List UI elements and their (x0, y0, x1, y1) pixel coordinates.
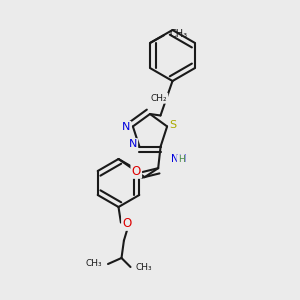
Text: CH₂: CH₂ (151, 94, 167, 103)
Text: N: N (129, 139, 137, 149)
Text: O: O (132, 165, 141, 178)
Text: CH₃: CH₃ (169, 29, 188, 39)
Text: S: S (169, 120, 177, 130)
Text: O: O (122, 217, 131, 230)
Text: CH₃: CH₃ (136, 262, 152, 272)
Text: NH: NH (171, 154, 186, 164)
Text: H: H (178, 155, 184, 164)
Text: N: N (122, 122, 130, 132)
Text: CH₃: CH₃ (86, 260, 103, 268)
